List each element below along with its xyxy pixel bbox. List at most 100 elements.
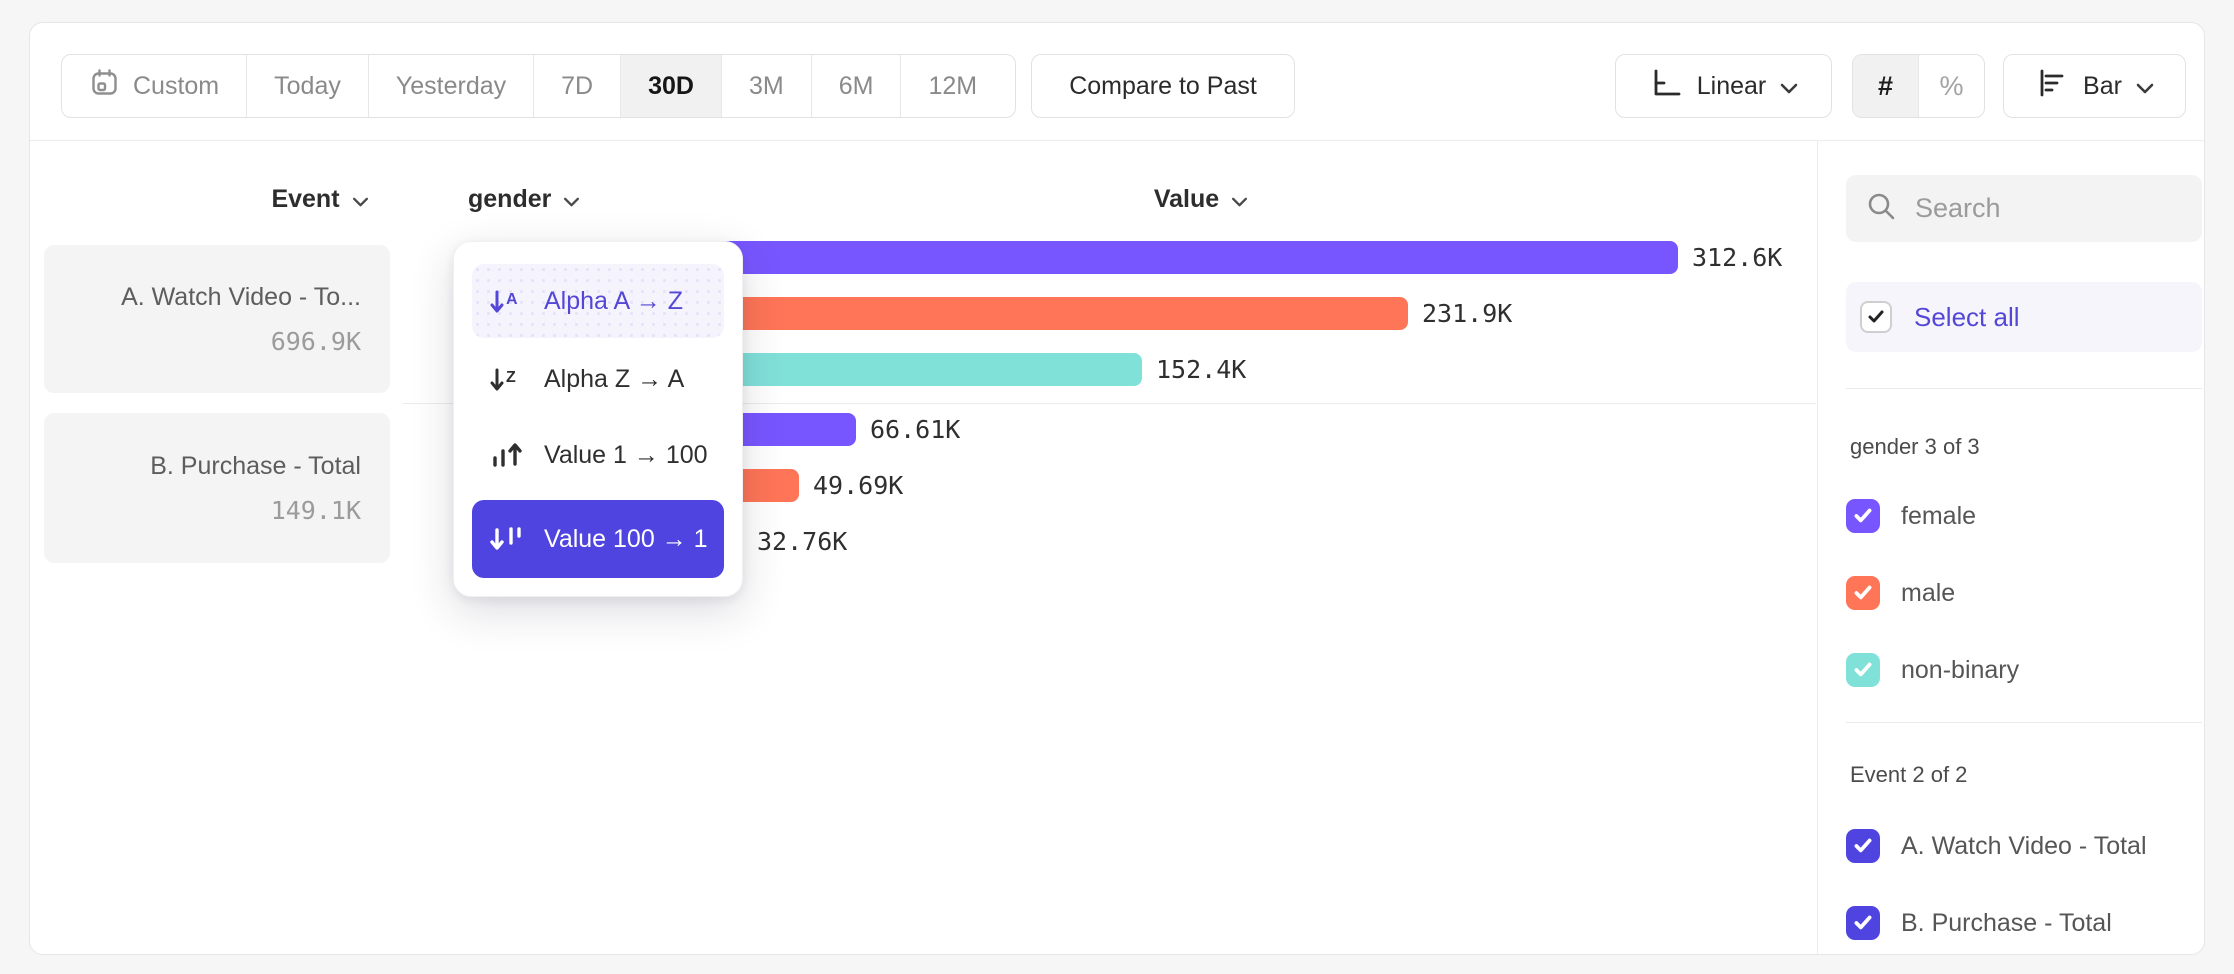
date-range-today[interactable]: Today (247, 55, 369, 117)
legend-item-label: B. Purchase - Total (1901, 908, 2112, 937)
svg-text:Z: Z (506, 369, 516, 386)
sort-option-value-desc[interactable]: Value 100 → 1 (472, 500, 724, 578)
chevron-down-icon (1780, 72, 1798, 101)
format-number-button[interactable]: # (1853, 55, 1919, 117)
event-card-title: A. Watch Video - To... (121, 282, 361, 311)
bar-chart-icon (2035, 66, 2069, 107)
legend-item-label: A. Watch Video - Total (1901, 831, 2147, 860)
sort-option-label: Value 100 → 1 (544, 524, 708, 553)
event-card-purchase[interactable]: B. Purchase - Total 149.1K (44, 413, 390, 563)
chart-type-dropdown[interactable]: Bar (2003, 54, 2186, 118)
date-range-3m[interactable]: 3M (722, 55, 812, 117)
search-input[interactable] (1915, 193, 2182, 224)
column-header-label: Event (271, 185, 340, 213)
date-range-custom[interactable]: Custom (62, 55, 248, 117)
sort-option-label: Alpha Z → A (544, 364, 685, 393)
legend-item-female[interactable]: female (1846, 499, 1976, 533)
date-range-yesterday[interactable]: Yesterday (369, 55, 535, 117)
legend-item-label: male (1901, 578, 1956, 607)
select-all-label: Select all (1914, 301, 2020, 332)
calendar-icon (89, 67, 120, 105)
date-range-12m[interactable]: 12M (901, 55, 1004, 117)
sidebar-section-divider (1846, 722, 2202, 723)
bar-value-label: 231.9K (1422, 299, 1513, 328)
svg-text:A: A (506, 291, 518, 308)
compare-to-past-label: Compare to Past (1069, 71, 1257, 100)
chart-bar-female[interactable] (633, 241, 1678, 274)
toolbar: Custom Today Yesterday 7D 30D 3M 6M 12M … (30, 23, 2204, 140)
column-header-label: gender (468, 185, 552, 213)
female-checkbox[interactable] (1846, 499, 1880, 533)
purchase-checkbox[interactable] (1846, 906, 1880, 940)
hash-icon: # (1877, 70, 1894, 101)
scale-dropdown[interactable]: Linear (1615, 54, 1832, 118)
bar-value-label: 32.76K (757, 527, 848, 556)
search-box (1846, 175, 2202, 242)
chart-type-label: Bar (2083, 71, 2122, 100)
date-range-label: 12M (928, 71, 978, 100)
date-range-30d[interactable]: 30D (621, 55, 722, 117)
event-card-watch-video[interactable]: A. Watch Video - To... 696.9K (44, 245, 390, 393)
gender-section-header: gender 3 of 3 (1850, 434, 1980, 459)
sort-value-desc-icon (488, 523, 528, 555)
date-range-7d[interactable]: 7D (534, 55, 622, 117)
male-checkbox[interactable] (1846, 576, 1880, 610)
select-all-checkbox[interactable] (1860, 301, 1892, 333)
legend-item-purchase[interactable]: B. Purchase - Total (1846, 906, 2112, 940)
column-header-value[interactable]: Value (1116, 185, 1286, 214)
sort-value-asc-icon (488, 439, 528, 471)
date-range-label: Yesterday (395, 71, 507, 100)
event-section-header: Event 2 of 2 (1850, 762, 1968, 787)
column-header-event[interactable]: Event (250, 185, 390, 214)
legend-item-watch-video[interactable]: A. Watch Video - Total (1846, 829, 2147, 863)
sort-option-label: Alpha A → Z (544, 286, 683, 315)
date-range-label: 7D (561, 71, 594, 100)
bar-value-label: 152.4K (1156, 355, 1247, 384)
chart-group-divider (403, 403, 1816, 404)
toolbar-divider (30, 140, 2204, 141)
sort-option-alpha-asc[interactable]: A Alpha A → Z (472, 264, 724, 338)
legend-item-male[interactable]: male (1846, 576, 1955, 610)
date-range-label: Today (274, 71, 341, 100)
report-card: Custom Today Yesterday 7D 30D 3M 6M 12M … (29, 22, 2205, 955)
sort-option-alpha-desc[interactable]: Z Alpha Z → A (472, 348, 724, 410)
legend-item-non-binary[interactable]: non-binary (1846, 653, 2019, 687)
sidebar-divider (1817, 141, 1818, 954)
chevron-down-icon (352, 185, 369, 214)
format-percent-button[interactable]: % (1919, 55, 1984, 117)
sort-alpha-asc-icon: A (488, 285, 528, 317)
non-binary-checkbox[interactable] (1846, 653, 1880, 687)
chevron-down-icon (563, 185, 580, 214)
legend-item-label: female (1901, 501, 1977, 530)
linear-axis-icon (1649, 66, 1683, 107)
bar-value-label: 312.6K (1692, 243, 1783, 272)
date-range-label: 3M (748, 71, 784, 100)
column-header-gender[interactable]: gender (468, 185, 580, 214)
bar-value-label: 49.69K (813, 471, 904, 500)
event-card-title: B. Purchase - Total (150, 451, 361, 480)
chevron-down-icon (2136, 72, 2154, 101)
search-icon (1866, 191, 1897, 227)
value-format-toggle: # % (1852, 54, 1985, 118)
sort-menu: A Alpha A → Z Z Alpha Z → A Value 1 → 1 (453, 241, 743, 597)
sort-alpha-desc-icon: Z (488, 363, 528, 395)
select-all-row[interactable]: Select all (1846, 282, 2202, 352)
date-range-6m[interactable]: 6M (812, 55, 902, 117)
percent-icon: % (1939, 70, 1964, 101)
chart-bar-male[interactable] (633, 297, 1408, 330)
sort-option-value-asc[interactable]: Value 1 → 100 (472, 424, 724, 486)
column-header-label: Value (1153, 185, 1220, 213)
sidebar-section-divider (1846, 388, 2202, 389)
bar-value-label: 66.61K (870, 415, 961, 444)
sort-option-label: Value 1 → 100 (544, 440, 708, 469)
date-range-control: Custom Today Yesterday 7D 30D 3M 6M 12M (61, 54, 1016, 118)
scale-label: Linear (1696, 71, 1767, 100)
date-range-label: 30D (648, 71, 694, 100)
chevron-down-icon (1231, 185, 1248, 214)
watch-video-checkbox[interactable] (1846, 829, 1880, 863)
event-card-value: 149.1K (270, 495, 361, 525)
legend-item-label: non-binary (1901, 655, 2020, 684)
compare-to-past-button[interactable]: Compare to Past (1031, 54, 1295, 118)
date-range-label: Custom (133, 71, 220, 100)
date-range-label: 6M (838, 71, 874, 100)
